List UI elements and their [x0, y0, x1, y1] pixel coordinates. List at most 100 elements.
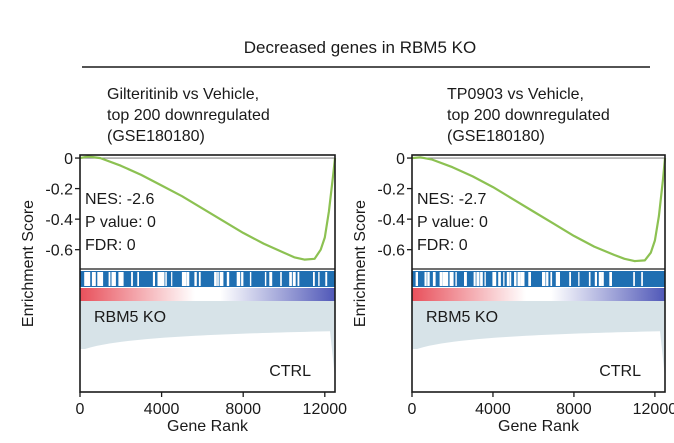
x-tick-label: 12000 — [633, 401, 674, 418]
hit-gap — [111, 272, 114, 286]
hit-gap — [236, 272, 238, 286]
stats-line: NES: -2.7 — [417, 191, 486, 208]
y-axis-label: Enrichment Score — [20, 200, 37, 327]
hit-gap — [445, 272, 448, 286]
x-tick-label: 12000 — [303, 401, 348, 418]
hit-gap — [492, 272, 494, 286]
rank-gradient-bar — [80, 288, 335, 301]
hit-gap — [237, 272, 241, 286]
hit-gap — [292, 272, 296, 286]
hit-gap — [473, 272, 476, 286]
gsea-panel-left: Gilteritinib vs Vehicle, top 200 downregu… — [20, 86, 347, 435]
negative-phenotype-label: CTRL — [269, 363, 311, 380]
hit-gap — [610, 272, 612, 286]
hit-gap — [477, 272, 480, 286]
hit-gap — [455, 272, 457, 286]
hit-gap — [165, 272, 167, 286]
hit-gap — [214, 272, 217, 286]
hit-gap — [432, 272, 436, 286]
hit-gap — [226, 272, 230, 286]
y-tick-label: -0.4 — [45, 212, 73, 229]
hit-gap — [113, 272, 116, 286]
gene-hit-band — [80, 271, 335, 287]
rank-gradient-bar — [412, 288, 665, 301]
hit-gap — [507, 272, 509, 286]
hit-gap — [514, 272, 516, 286]
hit-gap — [550, 272, 553, 286]
hit-gap — [424, 272, 427, 286]
hit-gap — [517, 272, 520, 286]
hit-gap — [131, 272, 133, 286]
hit-gap — [521, 272, 525, 286]
x-tick-label: 0 — [76, 401, 85, 418]
stats-line: FDR: 0 — [85, 237, 136, 254]
hit-gap — [86, 272, 90, 286]
hit-gap — [241, 272, 244, 286]
hit-gap — [152, 272, 155, 286]
hit-gap — [157, 272, 161, 286]
hit-gap — [641, 272, 643, 286]
hit-gap — [449, 272, 452, 286]
hit-gap — [498, 272, 501, 286]
hit-gap — [528, 272, 531, 286]
hit-gap — [161, 272, 165, 286]
hit-gap — [519, 272, 521, 286]
x-tick-label: 0 — [408, 401, 417, 418]
hit-gap — [415, 272, 418, 286]
hit-gap — [503, 272, 505, 286]
hit-gap — [137, 272, 139, 286]
hit-gap — [297, 272, 300, 286]
hit-gap — [219, 272, 222, 286]
hit-gap — [442, 272, 445, 286]
hit-gap — [325, 272, 328, 286]
hit-gap — [289, 272, 292, 286]
plot-frame — [79, 154, 336, 393]
hit-gap — [588, 272, 591, 286]
y-tick-label: -0.2 — [45, 182, 73, 199]
hit-gap — [217, 272, 219, 286]
hit-gap — [542, 272, 545, 286]
stats-line: FDR: 0 — [417, 237, 468, 254]
positive-phenotype-label: RBM5 KO — [94, 309, 166, 326]
panel-title-line: top 200 downregulated — [447, 107, 610, 124]
hit-gap — [313, 272, 315, 286]
panel-title-line: (GSE180180) — [447, 128, 545, 145]
hit-gap — [598, 272, 602, 286]
hit-gap — [97, 272, 100, 286]
ranked-metric-area — [80, 301, 335, 378]
figure-header: Decreased genes in RBM5 KO — [244, 38, 476, 57]
y-tick-label: 0 — [396, 151, 405, 168]
hit-gap — [578, 272, 580, 286]
x-tick-label: 4000 — [144, 401, 180, 418]
hit-gap — [221, 272, 224, 286]
hit-gap — [186, 272, 190, 286]
hit-gap — [160, 272, 163, 286]
y-tick-label: -0.6 — [377, 243, 405, 260]
hit-gap — [509, 272, 512, 286]
hit-gap — [181, 272, 185, 286]
panel-title-line: top 200 downregulated — [107, 107, 270, 124]
gsea-panel-right: TP0903 vs Vehicle, top 200 downregulated (… — [352, 86, 674, 435]
hit-gap — [546, 272, 549, 286]
hit-gap — [601, 272, 604, 286]
enrichment-score-curve — [79, 155, 337, 261]
x-tick-label: 8000 — [556, 401, 592, 418]
hit-gap — [444, 272, 447, 286]
y-tick-label: -0.6 — [45, 243, 73, 260]
x-axis-label: Gene Rank — [498, 418, 580, 435]
hit-gap — [440, 272, 443, 286]
hit-gap — [633, 272, 635, 286]
panel-title-line: TP0903 vs Vehicle, — [447, 86, 584, 103]
hit-gap — [99, 272, 103, 286]
hit-gap — [280, 272, 282, 286]
y-tick-label: 0 — [64, 151, 73, 168]
hit-gap — [451, 272, 454, 286]
hit-gap — [84, 272, 86, 286]
hit-gap — [194, 272, 197, 286]
hit-gap — [108, 272, 111, 286]
stats-line: P value: 0 — [85, 214, 156, 231]
enrichment-score-curve — [411, 156, 667, 263]
plot-frame — [411, 154, 666, 393]
hit-gap — [264, 272, 267, 286]
